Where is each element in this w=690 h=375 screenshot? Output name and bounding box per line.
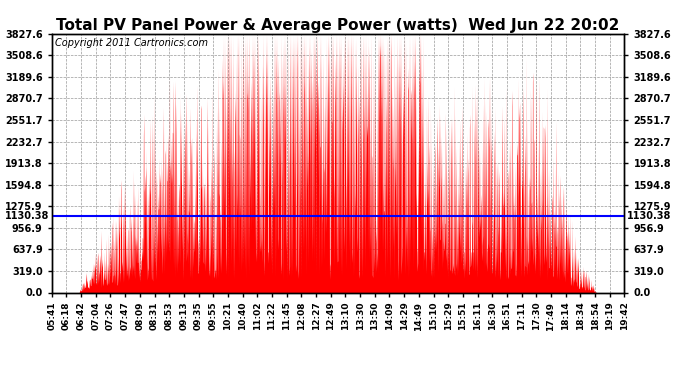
Text: 1130.38: 1130.38 bbox=[5, 211, 49, 221]
Text: Copyright 2011 Cartronics.com: Copyright 2011 Cartronics.com bbox=[55, 38, 208, 48]
Text: 1130.38: 1130.38 bbox=[627, 211, 671, 221]
Title: Total PV Panel Power & Average Power (watts)  Wed Jun 22 20:02: Total PV Panel Power & Average Power (wa… bbox=[57, 18, 620, 33]
